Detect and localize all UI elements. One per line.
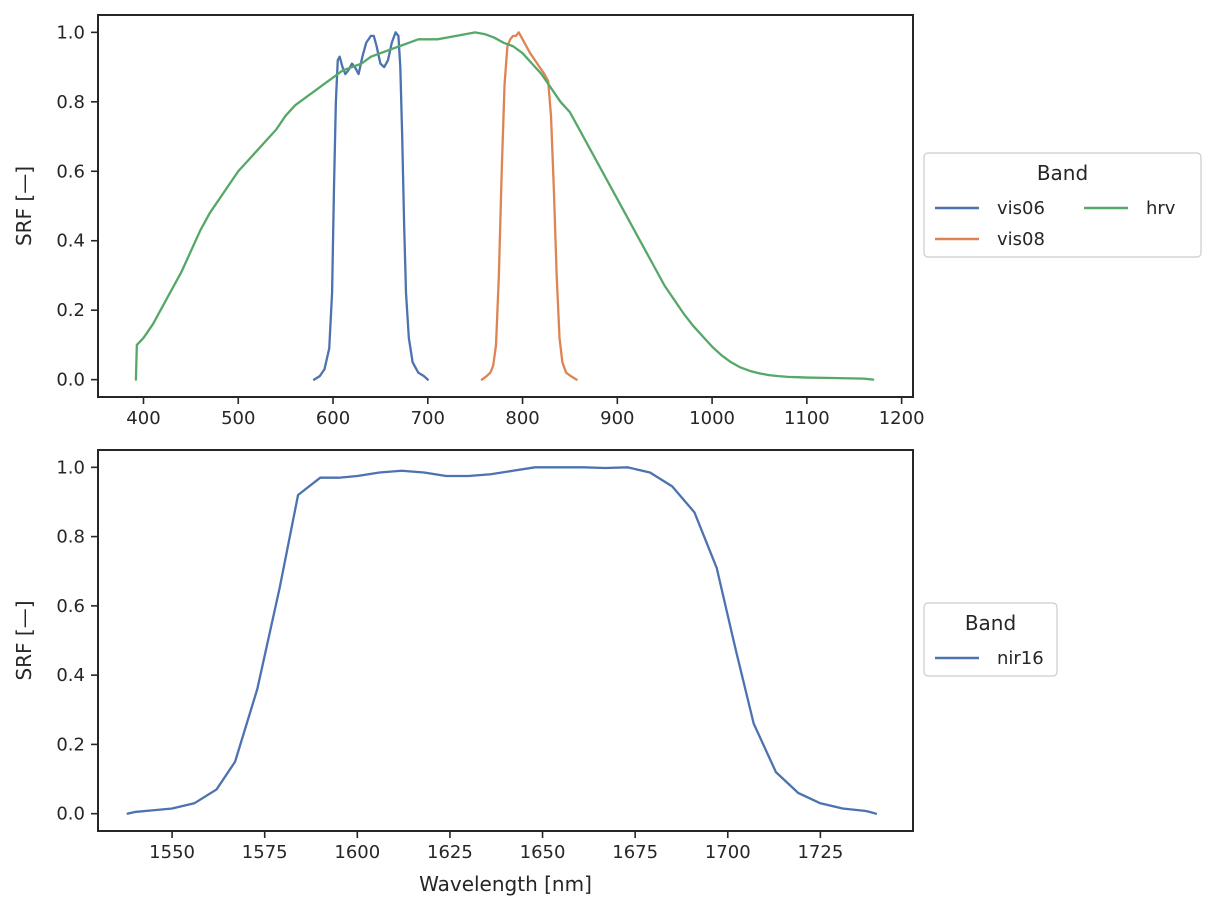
y-axis-label: SRF [—] <box>12 600 36 680</box>
legend-title: Band <box>965 611 1016 635</box>
legend-label-hrv: hrv <box>1146 198 1176 219</box>
x-tick-label: 1200 <box>879 408 925 429</box>
x-tick-label: 1000 <box>689 408 735 429</box>
x-tick-label: 500 <box>221 408 255 429</box>
y-tick-label: 0.6 <box>56 596 85 617</box>
series-line-vis06 <box>312 31 429 381</box>
x-tick-label: 1575 <box>242 842 288 863</box>
y-tick-label: 0.8 <box>56 92 85 113</box>
x-tick-label: 1725 <box>797 842 843 863</box>
y-tick-label: 0.8 <box>56 527 85 548</box>
y-tick-label: 1.0 <box>56 22 85 43</box>
x-tick-label: 700 <box>411 408 445 429</box>
legend-label-nir16: nir16 <box>997 648 1044 669</box>
legend-box <box>923 152 1202 258</box>
x-tick-label: 1625 <box>427 842 473 863</box>
legend-title: Band <box>1037 161 1088 185</box>
x-tick-label: 800 <box>505 408 539 429</box>
legend-label-vis08: vis08 <box>997 229 1045 250</box>
x-tick-label: 400 <box>126 408 160 429</box>
chart-top: 400 500 600 700 800 900 1000 1100 1200 0.0 0.2 0.4 0… <box>12 14 1202 429</box>
series-line-vis08 <box>480 31 578 381</box>
y-tick-label: 0.4 <box>56 231 85 252</box>
y-tick-label: 0.4 <box>56 665 85 686</box>
x-axis-label: Wavelength [nm] <box>419 872 592 896</box>
plot-frame <box>97 449 914 832</box>
y-tick-label: 0.0 <box>56 804 85 825</box>
y-tick-label: 1.0 <box>56 457 85 478</box>
series-group <box>134 31 875 381</box>
x-tick-label: 1100 <box>784 408 830 429</box>
y-tick-label: 0.2 <box>56 300 85 321</box>
series-line-nir16 <box>126 466 878 815</box>
y-tick-label: 0.2 <box>56 734 85 755</box>
x-tick-label: 1675 <box>612 842 658 863</box>
x-tick-label: 1700 <box>705 842 751 863</box>
y-tick-label: 0.6 <box>56 161 85 182</box>
legend: Band nir16 <box>923 602 1058 677</box>
x-tick-label: 1550 <box>149 842 195 863</box>
y-tick-label: 0.0 <box>56 370 85 391</box>
x-tick-label: 900 <box>600 408 634 429</box>
legend-label-vis06: vis06 <box>997 198 1045 219</box>
series-line-hrv <box>134 31 875 381</box>
legend: Band vis06 vis08 hrv <box>923 152 1202 258</box>
chart-bottom: 1550 1575 1600 1625 1650 1675 1700 1725 0.0 0.2 0.… <box>12 449 1058 896</box>
x-tick-label: 1600 <box>334 842 380 863</box>
plot-frame <box>97 14 914 398</box>
series-group <box>126 466 878 815</box>
y-axis-label: SRF [—] <box>12 166 36 246</box>
x-tick-label: 600 <box>316 408 350 429</box>
x-tick-label: 1650 <box>520 842 566 863</box>
